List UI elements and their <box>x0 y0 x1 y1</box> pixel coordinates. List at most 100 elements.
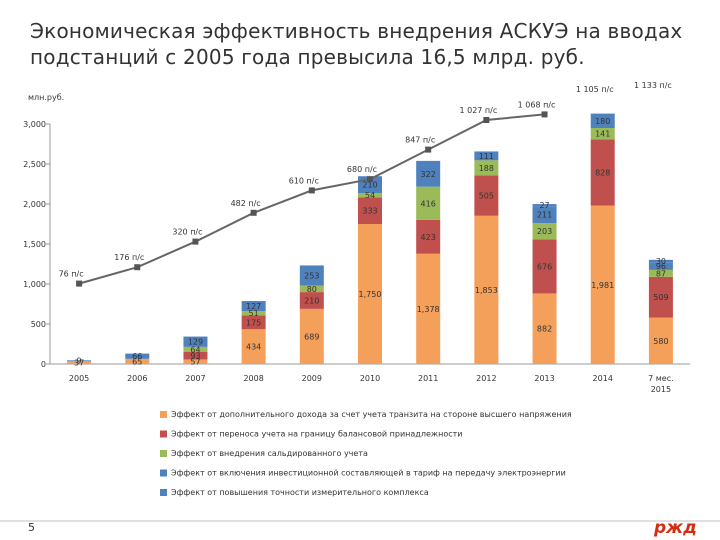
bar-segment-transfer <box>474 175 499 216</box>
data-label: 423 <box>421 233 436 242</box>
y-tick-label: 500 <box>31 320 46 329</box>
line-point <box>367 176 373 183</box>
data-label: 51 <box>249 309 259 318</box>
page-number: 5 <box>28 521 35 534</box>
legend-swatch-invest <box>160 469 167 477</box>
legend-label-invest: Эффект от включения инвестиционной соста… <box>171 469 566 478</box>
line-point-label: 320 п/с <box>172 228 202 237</box>
bar-segment-accuracy <box>183 336 208 347</box>
bar-segment-income <box>590 205 615 364</box>
line-point-label: 1 133 п/с <box>634 81 672 90</box>
bar-segment-income <box>416 253 441 364</box>
data-label: 689 <box>304 332 319 341</box>
chart-line <box>76 111 548 287</box>
line-point <box>134 264 141 271</box>
bar-segment-invest <box>648 262 673 270</box>
bar-segment-balance <box>241 311 266 316</box>
y-tick-label: 3,000 <box>23 120 46 129</box>
line-point <box>76 280 83 287</box>
data-label: 30 <box>656 257 666 266</box>
legend-label-transfer: Эффект от переноса учета на границу бала… <box>171 430 462 439</box>
legend-swatch-transfer <box>160 430 167 438</box>
bar-segment-income <box>648 317 673 364</box>
bar-segment-balance <box>590 128 615 140</box>
bar-segment-accuracy <box>241 301 266 312</box>
line-point-label: 610 п/с <box>289 176 319 185</box>
bar-segment-accuracy <box>648 259 673 263</box>
data-label: 434 <box>246 343 261 352</box>
y-tick-label: 2,000 <box>23 200 46 209</box>
data-label: 203 <box>537 227 552 236</box>
data-label: 175 <box>246 318 261 327</box>
data-label: 333 <box>362 207 377 216</box>
line-point-label: 847 п/с <box>405 136 435 145</box>
bar-segment-accuracy <box>67 360 92 362</box>
data-label: 141 <box>595 130 610 139</box>
data-label: 505 <box>479 192 494 201</box>
line-point <box>308 187 315 194</box>
line-point <box>192 238 199 245</box>
line-point <box>250 209 257 216</box>
bar-segment-invest <box>474 151 499 161</box>
x-tick-label: 2014 <box>593 374 613 383</box>
bar-segment-income <box>241 329 266 364</box>
bar-segment-income <box>125 358 150 364</box>
x-tick-label: 2012 <box>476 374 496 383</box>
data-label: 828 <box>595 168 610 177</box>
line-point-label: 176 п/с <box>114 253 144 262</box>
x-tick-label: 2006 <box>127 374 147 383</box>
x-tick-label: 2013 <box>534 374 554 383</box>
data-label: 87 <box>656 269 666 278</box>
chart-axes: млн.руб. 0 500 1,000 1,500 2,000 2,500 3,000 200… <box>23 93 690 394</box>
x-tick-label: 2009 <box>302 374 322 383</box>
line-point <box>425 146 432 153</box>
y-tick-label: 1,000 <box>23 280 46 289</box>
data-label: 9 <box>77 357 82 366</box>
bar-segment-income <box>358 224 382 364</box>
data-label: 580 <box>653 337 668 346</box>
page-title: Экономическая эффективность внедрения АС… <box>30 19 683 69</box>
line-point-label: 1 105 п/с <box>576 85 614 94</box>
line-point-label: 1 068 п/с <box>518 100 556 109</box>
line-point-label: 1 027 п/с <box>459 106 497 115</box>
chart-legend: Эффект от дополнительного дохода за счет… <box>160 410 572 497</box>
footer-divider <box>0 520 720 522</box>
x-tick-label: 2011 <box>418 374 438 383</box>
rzd-logo: ржд <box>653 518 696 538</box>
top-bar <box>0 0 720 12</box>
data-label: 80 <box>307 285 317 294</box>
bar-segment-balance <box>416 186 441 220</box>
data-label: 211 <box>537 211 552 220</box>
x-tick-label: 2015 <box>651 385 671 394</box>
bar-segment-balance <box>648 269 673 277</box>
bar-segment-accuracy <box>532 204 557 207</box>
bar-segment-transfer <box>358 197 382 224</box>
svg-text:ржд: ржд <box>653 518 696 538</box>
legend-swatch-balance <box>160 450 167 457</box>
data-label: 27 <box>539 201 549 210</box>
x-tick-label: 7 мес. <box>648 374 674 383</box>
bar-segment-income <box>67 361 92 364</box>
data-label: 54 <box>365 191 375 200</box>
legend-label-income: Эффект от дополнительного дохода за счет… <box>171 410 572 419</box>
data-label: 129 <box>188 338 203 347</box>
bar-segment-transfer <box>590 139 615 206</box>
data-label: 93 <box>190 352 200 361</box>
bar-segment-balance <box>183 346 208 352</box>
legend-label-accuracy: Эффект от повышения точности измерительн… <box>171 488 429 497</box>
x-tick-label: 2005 <box>69 374 89 383</box>
bar-segment-income <box>299 308 324 364</box>
legend-swatch-accuracy <box>160 489 167 496</box>
y-axis-label: млн.руб. <box>28 93 64 102</box>
data-label: 1,750 <box>359 290 382 299</box>
x-tick-label: 2008 <box>243 374 263 383</box>
data-label: 1,981 <box>591 281 614 290</box>
data-label: 322 <box>421 170 436 179</box>
bar-segment-balance <box>358 193 382 198</box>
data-label: 96 <box>656 262 666 271</box>
line-point-label: 482 п/с <box>231 199 261 208</box>
bar-segment-transfer <box>183 352 208 360</box>
stacked-bar-chart: млн.руб. 0 500 1,000 1,500 2,000 2,500 3,000 200… <box>23 81 690 497</box>
chart-bars <box>67 113 673 364</box>
